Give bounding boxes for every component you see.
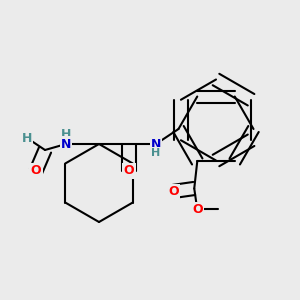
Text: O: O <box>192 203 202 216</box>
Text: N: N <box>61 137 71 151</box>
Text: O: O <box>124 164 134 178</box>
Text: H: H <box>22 131 32 145</box>
Text: H: H <box>61 128 71 141</box>
Text: H: H <box>152 148 160 158</box>
Text: N: N <box>151 137 161 151</box>
Text: O: O <box>168 185 178 198</box>
Text: O: O <box>31 164 41 178</box>
